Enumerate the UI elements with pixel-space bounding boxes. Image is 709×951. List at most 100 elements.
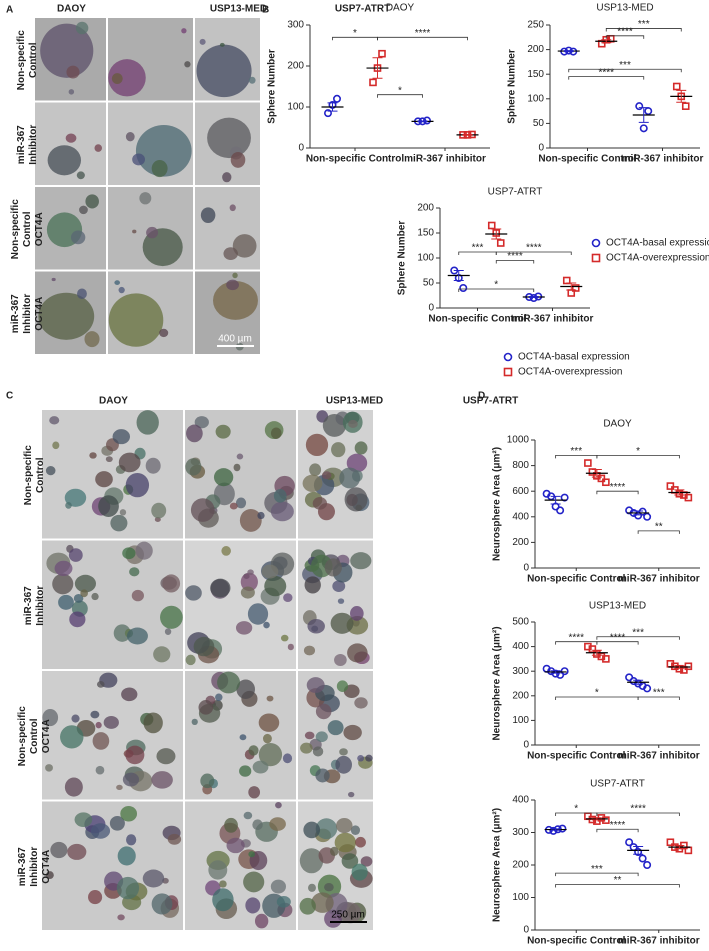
sphere-blob [239,508,262,532]
sphere-blob [240,586,255,599]
sphere-blob [270,427,282,439]
sphere-blob [52,573,74,595]
significance-bracket [605,28,682,32]
sphere-blob [357,754,365,762]
significance-bracket [495,260,535,264]
x-tick-label: miR-367 inhibitor [618,751,700,762]
error-bar [674,665,685,669]
significance-bracket [568,76,645,80]
y-tick-label: 600 [512,486,529,497]
sphere-blob [46,871,54,880]
sphere-blob [42,709,59,727]
y-tick-label: 100 [527,93,544,104]
sphere-blob [125,132,135,142]
row-label-line: miR-367 [16,125,27,164]
sphere-blob [118,286,125,294]
sphere-blob [219,880,227,888]
sphere-blob [151,502,167,519]
row-label-line: Inhibitor [22,294,33,334]
sphere-blob [67,843,87,860]
y-tick-label: 400 [512,511,529,522]
y-tick-label: 0 [523,925,529,936]
sphere-blob [190,498,215,522]
chart-title: DAOY [386,3,415,14]
sphere-blob [126,834,137,846]
data-point [588,645,597,653]
sphere-blob [334,832,357,853]
sphere-blob [94,144,103,152]
sphere-blob [330,612,354,634]
data-point [684,662,693,671]
data-point [635,102,644,111]
sphere-blob [263,733,272,744]
sphere-blob [207,117,251,159]
y-axis-label: Neurosphere Area (μm²) [492,447,503,561]
sphere-blob [332,580,346,592]
significance-bracket [555,872,639,877]
sphere-blob [276,896,291,908]
sphere-blob [54,560,73,577]
sphere-blob [336,680,349,693]
sphere-blob [45,466,56,476]
sphere-blob [49,416,60,425]
sphere-blob [229,204,236,212]
sphere-blob [198,700,214,715]
sphere-blob [45,764,53,772]
sphere-blob [229,502,238,510]
significance-bracket [596,454,680,459]
sphere-blob [308,883,316,892]
row-label-line: Non-specific [10,199,21,259]
sphere-blob [194,416,209,429]
sphere-blob [185,654,196,666]
y-tick-label: 200 [527,44,544,55]
sphere-blob [119,509,127,516]
sphere-blob [245,897,261,914]
sphere-blob [193,636,215,657]
sphere-blob [70,230,86,245]
sphere-blob [74,812,93,828]
error-bar [601,39,612,44]
sphere-blob [108,59,146,97]
sphere-blob [341,853,359,869]
sphere-blob [95,471,113,488]
significance-label: * [353,28,357,39]
row-label-line: Non-specific [23,445,34,505]
sphere-blob [167,833,182,845]
sphere-blob [210,578,231,598]
sphere-blob [135,125,192,177]
sphere-blob [136,410,159,435]
x-tick-label: Non-specific Control [428,314,527,325]
sphere-blob [75,21,89,35]
sphere-blob [334,653,347,666]
x-tick-label: miR-367 inhibitor [622,154,704,165]
y-tick-label: 500 [512,617,529,628]
sphere-blob [300,742,313,754]
y-tick-label: 300 [512,827,529,838]
row-label-line: OCT4A [41,719,52,753]
sphere-blob [199,38,206,45]
significance-bracket [596,490,639,495]
sphere-blob [324,558,342,577]
error-bar [550,670,561,674]
sphere-blob [164,628,172,636]
sphere-blob [66,65,80,79]
x-tick-label: miR-367 inhibitor [618,574,700,585]
sphere-blob [232,234,257,258]
sphere-blob [185,458,202,476]
x-tick-label: Non-specific Control [306,154,405,165]
row-label: Non-specificControlOCT4A [10,199,45,259]
sphere-blob [98,495,119,517]
significance-label: **** [507,251,523,262]
data-point [644,107,653,116]
y-tick-label: 300 [512,666,529,677]
data-point [571,284,580,292]
sphere-blob [95,721,102,729]
sphere-blob [68,548,83,562]
sphere-blob [280,634,289,642]
sphere-blob [71,714,80,723]
sphere-blob [339,467,361,489]
sphere-blob [122,547,136,560]
data-point [369,78,377,87]
data-point [684,493,693,502]
sphere-blob [327,720,344,736]
